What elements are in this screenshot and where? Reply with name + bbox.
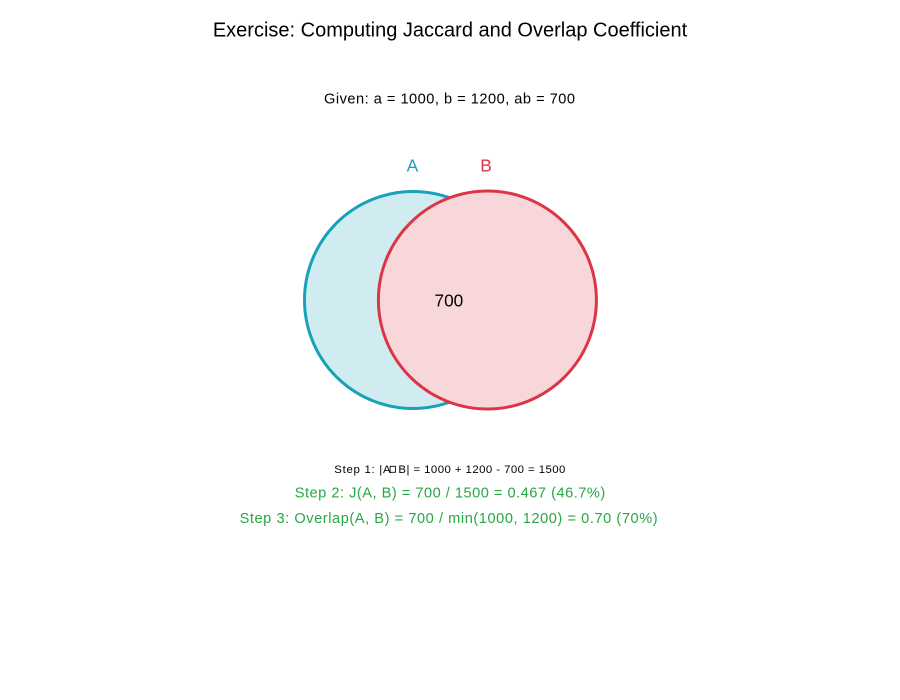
svg-text:Step 1: |A: Step 1: |A	[334, 464, 391, 476]
svg-text:700: 700	[435, 290, 464, 310]
svg-text:B: B	[480, 155, 492, 175]
svg-text:Exercise: Computing Jaccard an: Exercise: Computing Jaccard and Overlap …	[213, 19, 688, 41]
svg-text:Step 3: Overlap(A, B) = 700 /: Step 3: Overlap(A, B) = 700 / min(1000, …	[240, 511, 658, 527]
svg-text:Given: a = 1000, b = 1200, ab: Given: a = 1000, b = 1200, ab = 700	[324, 91, 575, 107]
svg-text:B| = 1000 + 1200 - 700 = 1500: B| = 1000 + 1200 - 700 = 1500	[398, 464, 565, 476]
svg-text:Step 2: J(A, B) = 700 / 1500 =: Step 2: J(A, B) = 700 / 1500 = 0.467 (46…	[295, 485, 606, 501]
svg-text:A: A	[407, 155, 419, 175]
